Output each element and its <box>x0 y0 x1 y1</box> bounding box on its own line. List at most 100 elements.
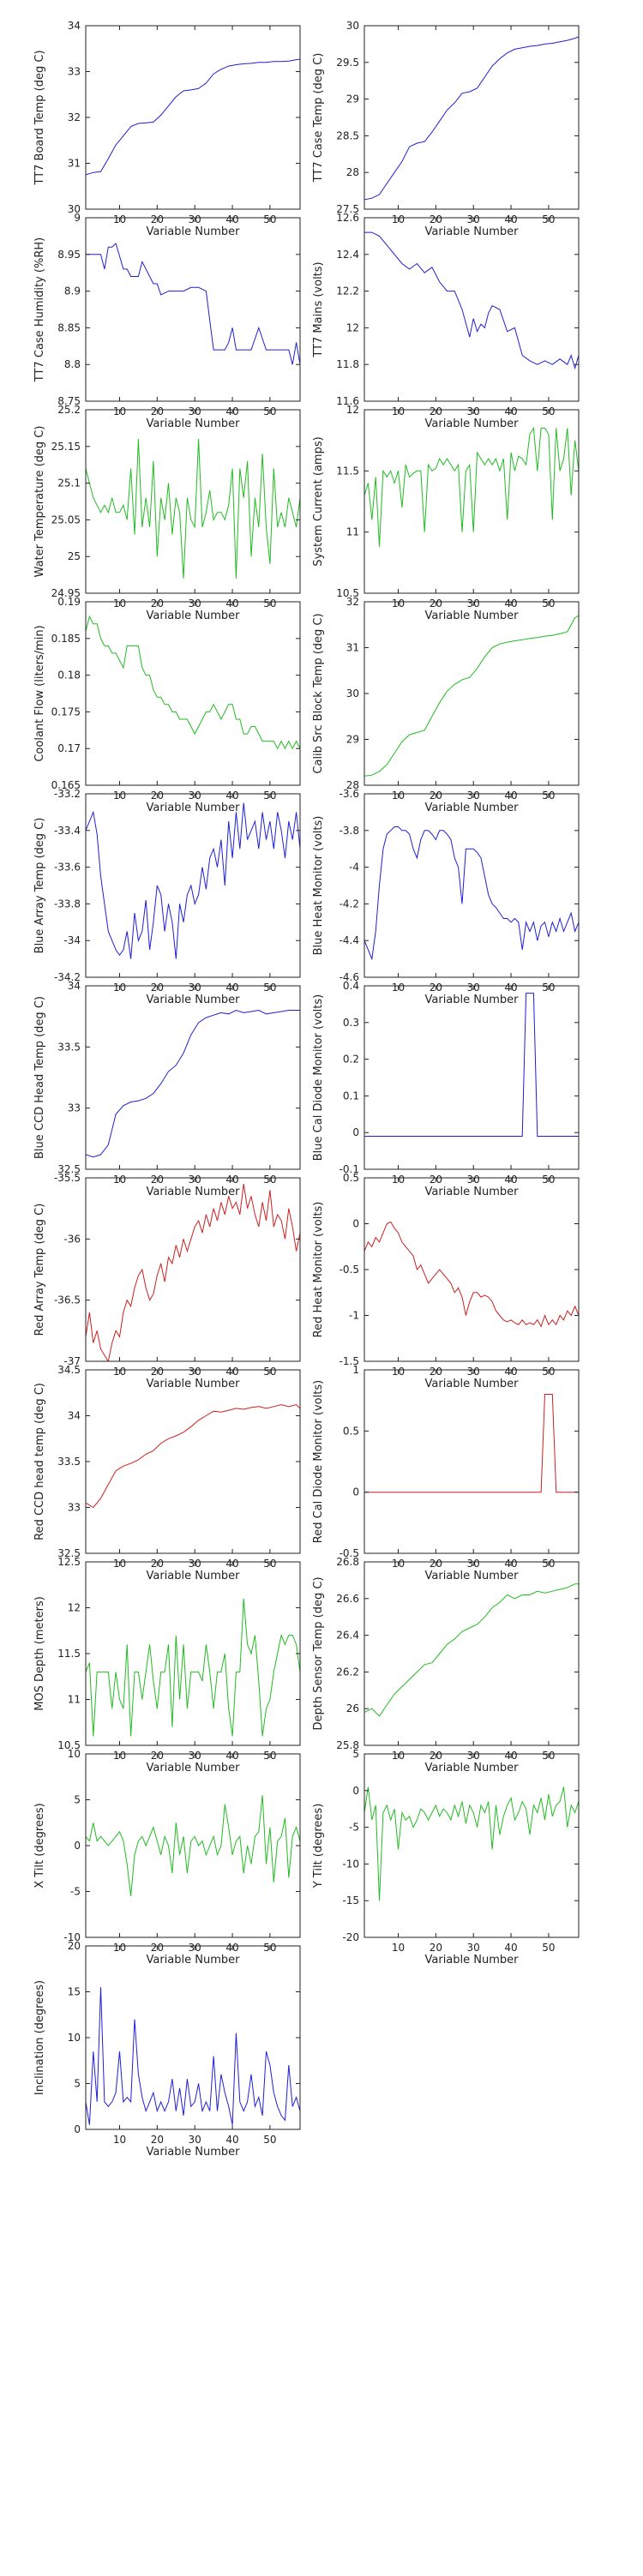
y-tick-label: 24.95 <box>51 587 81 599</box>
y-tick-label: 8.9 <box>64 285 81 297</box>
y-tick-label: 26.4 <box>336 1630 359 1642</box>
y-tick-label: 9 <box>74 212 81 224</box>
y-tick-label: 28 <box>346 779 359 791</box>
y-tick-label: -34.2 <box>54 971 81 983</box>
y-axis-label: X Tilt (degrees) <box>33 1803 46 1888</box>
plot-frame <box>85 601 301 786</box>
y-tick-label: 11 <box>346 526 359 538</box>
y-tick-label: 10.5 <box>336 587 359 599</box>
series-line <box>86 439 300 579</box>
plot-frame <box>85 793 301 978</box>
y-tick-label: 27.5 <box>336 203 359 215</box>
y-tick-label: 0 <box>352 1218 359 1230</box>
y-tick-label: 32 <box>68 111 81 123</box>
y-tick-label: -3.8 <box>340 825 359 837</box>
y-tick-label: 0.19 <box>57 596 81 608</box>
y-axis-label: Blue CCD Head Temp (deg C) <box>33 996 46 1159</box>
y-tick-label: -20 <box>342 1931 359 1943</box>
plot-frame <box>85 409 301 594</box>
y-tick-label: 0.175 <box>51 706 81 718</box>
plot-frame <box>364 1369 580 1554</box>
y-axis-label: Water Temperature (deg C) <box>33 426 46 578</box>
y-tick-label: -36.5 <box>54 1294 81 1306</box>
y-tick-label: 29 <box>346 93 359 105</box>
series-line <box>364 615 579 777</box>
x-tick-label: 20 <box>151 2134 164 2146</box>
y-tick-label: 12 <box>68 1602 81 1614</box>
y-axis-label: Blue Heat Monitor (volts) <box>312 816 325 956</box>
y-axis-label: TT7 Mains (volts) <box>312 261 325 357</box>
y-tick-label: 33 <box>68 66 81 78</box>
x-axis-label: Variable Number <box>147 225 241 238</box>
series-line <box>364 993 579 1137</box>
chart-4: 10 20 30 40 5011.611.81212.212.412.6Variable… <box>312 212 580 430</box>
series-line <box>364 826 579 961</box>
y-tick-label: -0.1 <box>340 1163 359 1175</box>
series-line <box>86 1987 300 2125</box>
y-tick-label: 12 <box>346 404 359 416</box>
y-tick-label: 30 <box>68 203 81 215</box>
chart-20: 10 20 30 40 50 -20 -15 -10 -5 0 5 Variable Number Y … <box>312 1748 580 1967</box>
x-tick-label: 10 <box>113 2134 126 2146</box>
y-tick-label: 34 <box>68 20 81 32</box>
plot-frame <box>364 601 580 786</box>
y-tick-label: -35.5 <box>54 1172 81 1184</box>
y-tick-label: 0.5 <box>343 1172 359 1184</box>
x-axis-label: Variable Number <box>425 1570 520 1582</box>
y-tick-label: 29 <box>346 734 359 746</box>
plot-frame <box>364 793 580 978</box>
x-axis-label: Variable Number <box>425 994 520 1006</box>
y-tick-label: 8.75 <box>57 395 81 407</box>
chart-7: 10 20 30 40 500.1650.170.1750.180.1850.19Var… <box>33 596 301 814</box>
chart-10: 10 20 30 40 50-4.6-4.4-4.2-4-3.8-3.6Variable… <box>312 788 580 1006</box>
y-tick-label: 28.5 <box>336 129 359 141</box>
y-tick-label: -4.6 <box>340 971 359 983</box>
x-axis-label: Variable Number <box>425 802 520 814</box>
y-tick-label: 12.4 <box>336 249 359 261</box>
series-line <box>86 1598 300 1737</box>
y-tick-label: 26.8 <box>336 1556 359 1568</box>
y-tick-label: 8.95 <box>57 249 81 261</box>
x-axis-label: Variable Number <box>147 1378 241 1390</box>
y-tick-label: 32.5 <box>57 1163 81 1175</box>
y-tick-label: 26 <box>346 1702 359 1714</box>
y-axis-label: MOS Depth (meters) <box>33 1596 46 1711</box>
plot-frame <box>364 217 580 402</box>
series-line <box>86 615 300 750</box>
y-tick-label: 11.5 <box>336 465 359 477</box>
plot-frame <box>364 25 580 210</box>
x-axis-label: Variable Number <box>147 802 241 814</box>
y-tick-label: -5 <box>349 1822 359 1834</box>
x-axis-label: Variable Number <box>147 1762 241 1774</box>
x-axis-label: Variable Number <box>425 1954 520 1967</box>
y-tick-label: 28 <box>346 166 359 178</box>
plot-frame <box>364 1753 580 1938</box>
y-axis-label: Blue Array Temp (deg C) <box>33 818 46 954</box>
y-tick-label: 0 <box>74 2123 81 2135</box>
y-axis-label: TT7 Case Temp (deg C) <box>312 53 325 183</box>
y-tick-label: 33 <box>68 1502 81 1514</box>
x-axis-label: Variable Number <box>425 1186 520 1198</box>
y-tick-label: -33.4 <box>54 825 81 837</box>
y-axis-label: Y Tilt (degrees) <box>312 1804 325 1889</box>
series-line <box>86 243 300 365</box>
y-tick-label: 30 <box>346 20 359 32</box>
x-axis-label: Variable Number <box>147 609 241 622</box>
y-tick-label: 11 <box>68 1694 81 1706</box>
plot-frame <box>85 217 301 402</box>
y-tick-label: 15 <box>68 1986 81 1998</box>
plot-frame <box>364 1561 580 1746</box>
plot-frame <box>364 409 580 594</box>
plot-frame <box>364 985 580 1170</box>
plot-frame <box>85 1945 301 2130</box>
y-tick-label: 5 <box>352 1748 359 1760</box>
y-axis-label: Red Heat Monitor (volts) <box>312 1202 325 1338</box>
y-tick-label: 33.5 <box>57 1041 81 1053</box>
x-tick-label: 40 <box>504 1942 517 1954</box>
x-tick-label: 10 <box>392 1942 405 1954</box>
